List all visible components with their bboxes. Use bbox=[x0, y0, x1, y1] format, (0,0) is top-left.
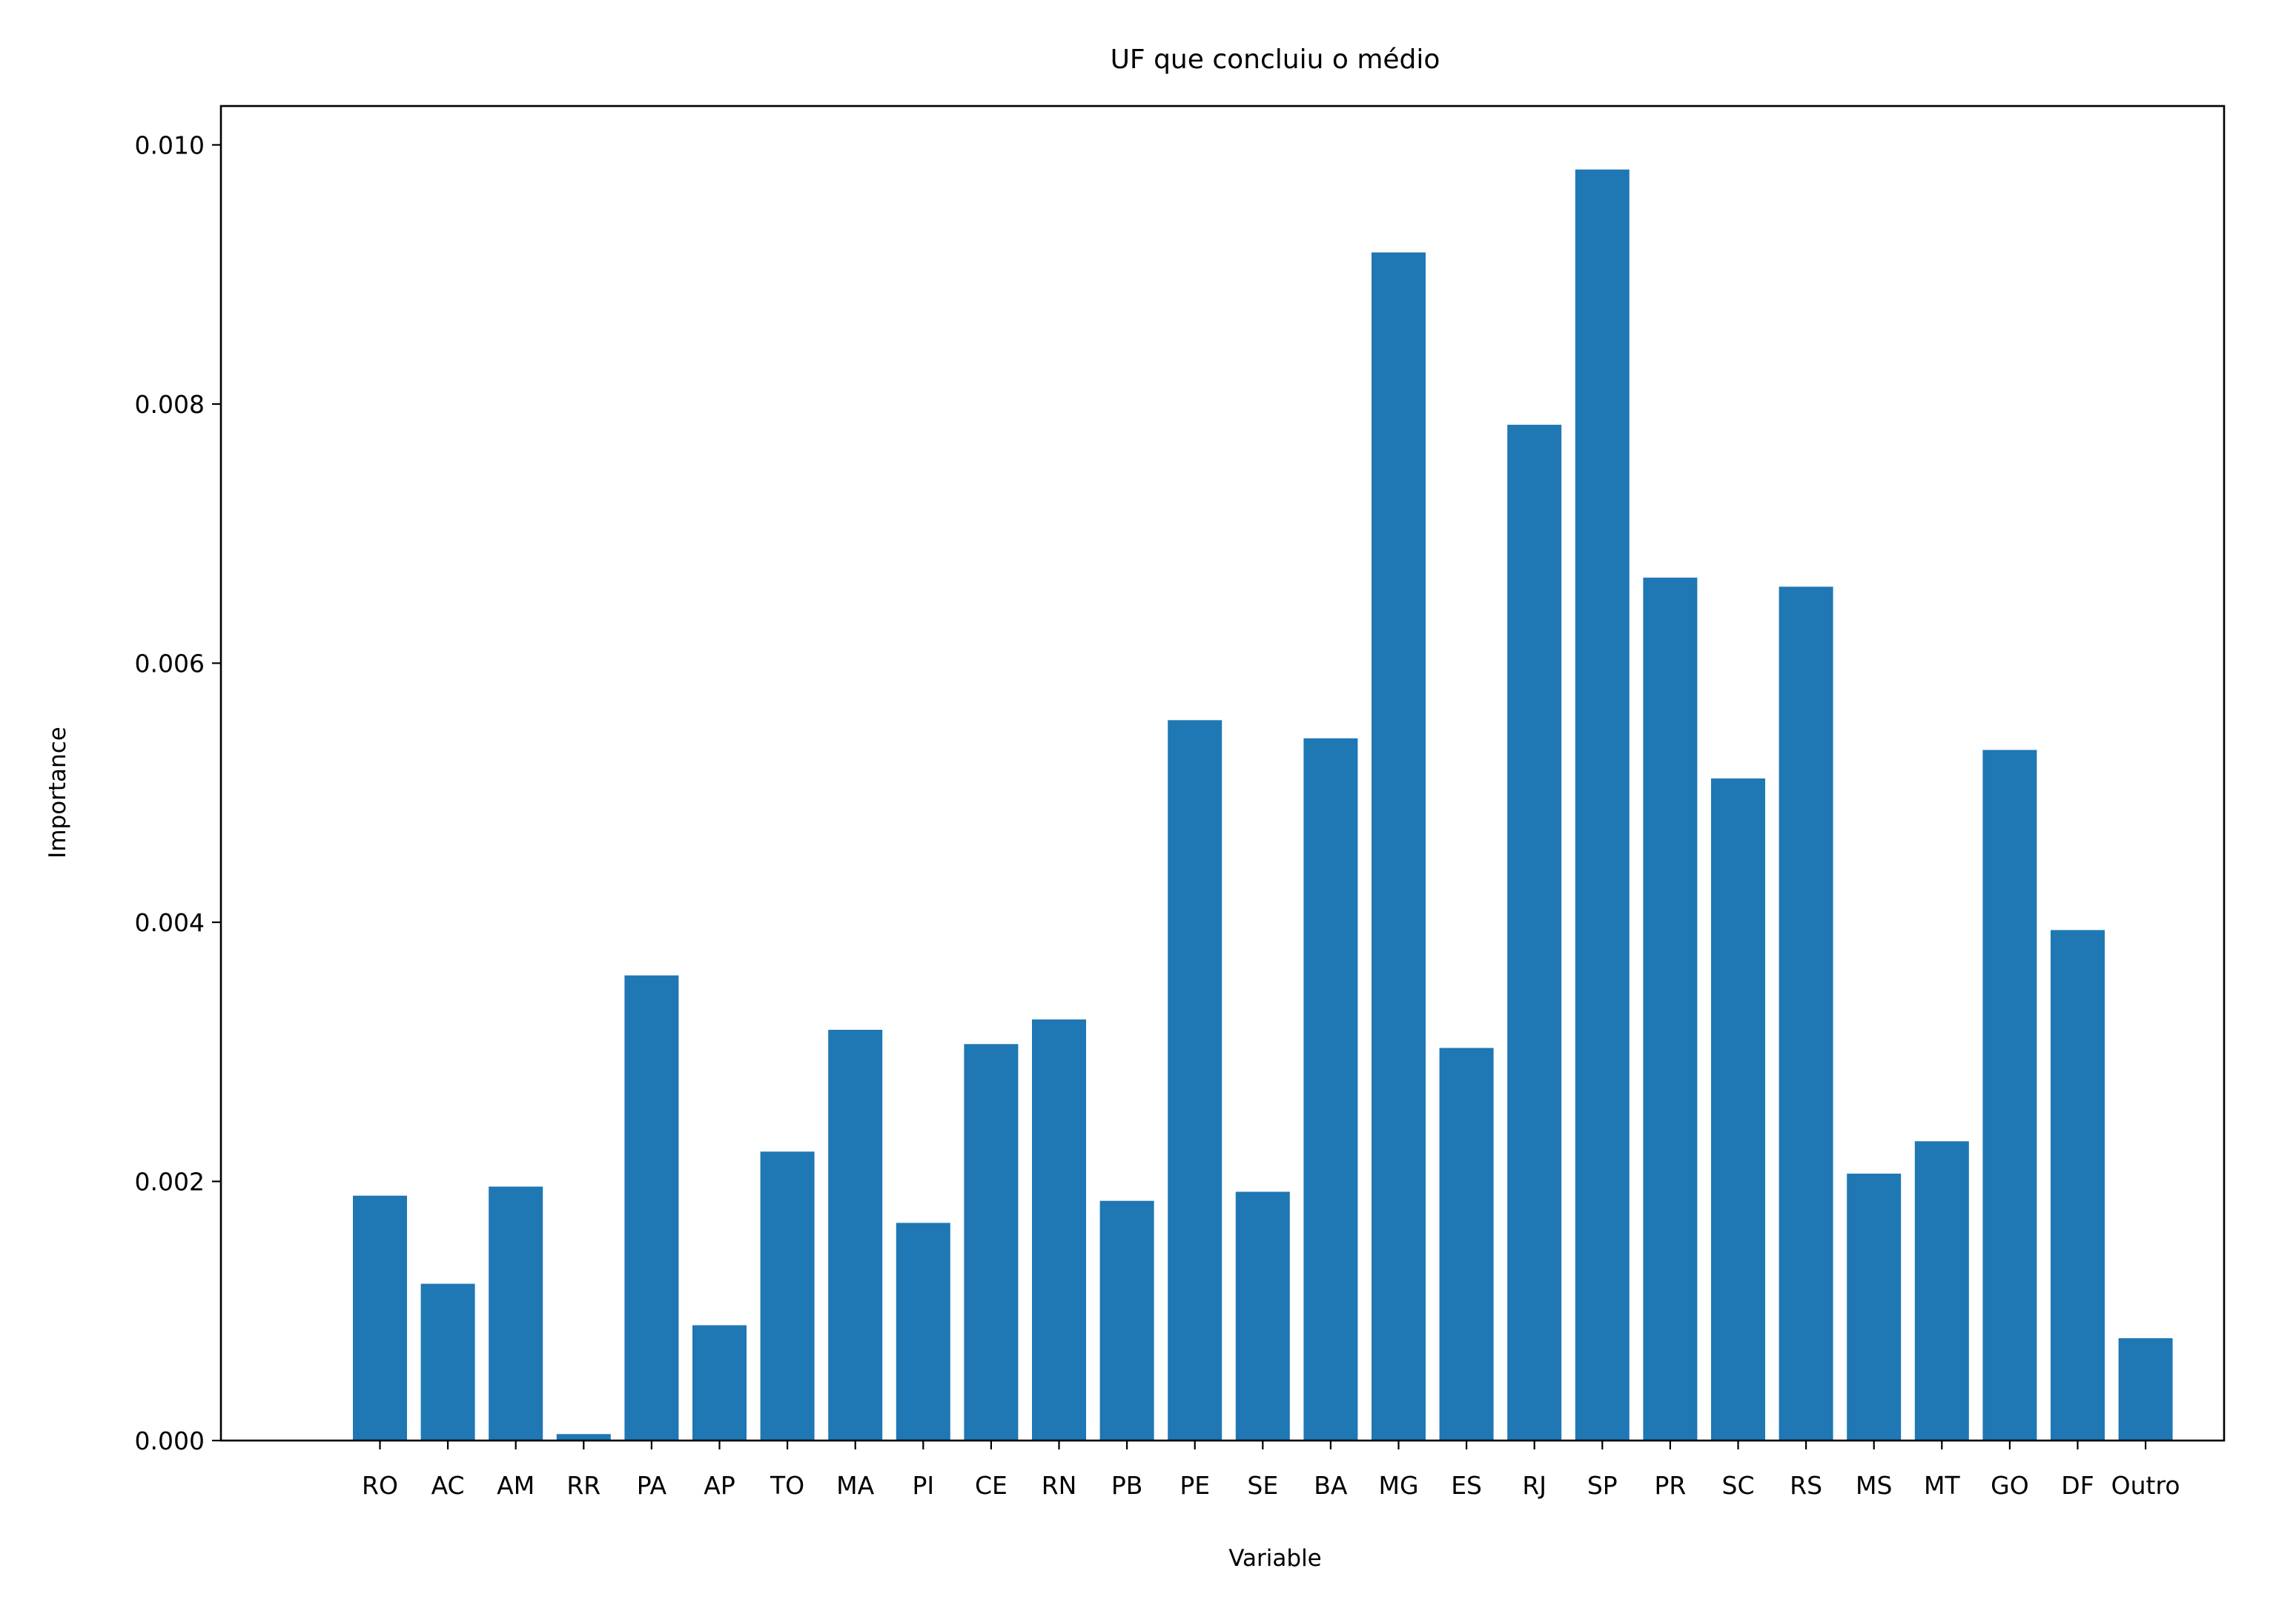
x-tick-label: BA bbox=[1314, 1471, 1348, 1500]
x-tick-label: AP bbox=[704, 1471, 735, 1500]
x-axis: RO AC AM RR PA AP TO MA PI CE RN PB PE SE BA MG ES RJ SP PR… bbox=[362, 1441, 2180, 1500]
x-tick-label: CE bbox=[975, 1471, 1008, 1500]
x-tick-label: Outro bbox=[2111, 1471, 2180, 1500]
bar-pa bbox=[624, 975, 679, 1441]
x-tick-label: AC bbox=[431, 1471, 465, 1500]
x-tick-label: RO bbox=[362, 1471, 398, 1500]
bar-se bbox=[1235, 1191, 1290, 1441]
bar-rj bbox=[1507, 424, 1562, 1441]
y-tick-label: 0.008 bbox=[135, 390, 205, 419]
x-tick-label: MA bbox=[836, 1471, 874, 1500]
x-tick-label: DF bbox=[2061, 1471, 2094, 1500]
x-tick-label: PI bbox=[912, 1471, 934, 1500]
bars-layer bbox=[353, 169, 2173, 1441]
bar-sp bbox=[1575, 169, 1630, 1441]
x-tick-label: PA bbox=[637, 1471, 667, 1500]
bar-sc bbox=[1711, 778, 1765, 1441]
bar-ms bbox=[1847, 1174, 1902, 1441]
plot-frame bbox=[219, 105, 2226, 1442]
bar-go bbox=[1982, 750, 2037, 1441]
x-tick-label: MG bbox=[1378, 1471, 1418, 1500]
bar-ce bbox=[964, 1044, 1019, 1441]
y-tick-label: 0.006 bbox=[135, 649, 205, 678]
bar-mg bbox=[1372, 252, 1426, 1441]
x-tick-label: MS bbox=[1856, 1471, 1892, 1500]
bar-pi bbox=[896, 1223, 950, 1441]
y-tick-label: 0.004 bbox=[135, 908, 205, 937]
bar-ma bbox=[828, 1030, 883, 1441]
bar-ba bbox=[1303, 738, 1358, 1441]
bar-to bbox=[760, 1151, 815, 1441]
bar-pr bbox=[1643, 578, 1698, 1441]
x-axis-label: Variable bbox=[1228, 1545, 1322, 1572]
x-tick-label: AM bbox=[497, 1471, 535, 1500]
x-tick-label: SC bbox=[1722, 1471, 1755, 1500]
chart-title: UF que concluiu o médio bbox=[1111, 44, 1440, 75]
bar-outro bbox=[2118, 1337, 2173, 1441]
bar-mt bbox=[1914, 1141, 1969, 1441]
bar-ro bbox=[353, 1195, 407, 1441]
bar-pb bbox=[1099, 1200, 1154, 1441]
y-axis-label: Importance bbox=[44, 727, 71, 859]
x-tick-label: PE bbox=[1180, 1471, 1210, 1500]
y-tick-label: 0.002 bbox=[135, 1167, 205, 1196]
x-tick-label: RS bbox=[1790, 1471, 1822, 1500]
x-tick-label: RR bbox=[566, 1471, 601, 1500]
x-tick-label: PR bbox=[1654, 1471, 1686, 1500]
bar-rr bbox=[556, 1434, 611, 1441]
x-tick-label: SP bbox=[1587, 1471, 1618, 1500]
bar-ap bbox=[692, 1325, 747, 1441]
bar-ac bbox=[420, 1283, 475, 1441]
x-tick-label: RN bbox=[1042, 1471, 1077, 1500]
x-tick-label: SE bbox=[1247, 1471, 1278, 1500]
y-tick-label: 0.010 bbox=[135, 130, 205, 159]
x-tick-label: MT bbox=[1924, 1471, 1960, 1500]
x-tick-label: TO bbox=[770, 1471, 804, 1500]
bar-df bbox=[2051, 930, 2105, 1441]
y-tick-label: 0.000 bbox=[135, 1426, 205, 1455]
bar-es bbox=[1439, 1048, 1494, 1441]
y-axis: 0.000 0.002 0.004 0.006 0.008 0.010 bbox=[135, 130, 221, 1455]
x-tick-label: PB bbox=[1111, 1471, 1143, 1500]
bar-rs bbox=[1779, 586, 1833, 1441]
bar-pe bbox=[1168, 720, 1223, 1441]
x-tick-label: GO bbox=[1991, 1471, 2029, 1500]
x-tick-label: ES bbox=[1451, 1471, 1482, 1500]
bar-am bbox=[489, 1186, 543, 1441]
x-tick-label: RJ bbox=[1522, 1471, 1546, 1500]
bar-rn bbox=[1032, 1019, 1086, 1441]
